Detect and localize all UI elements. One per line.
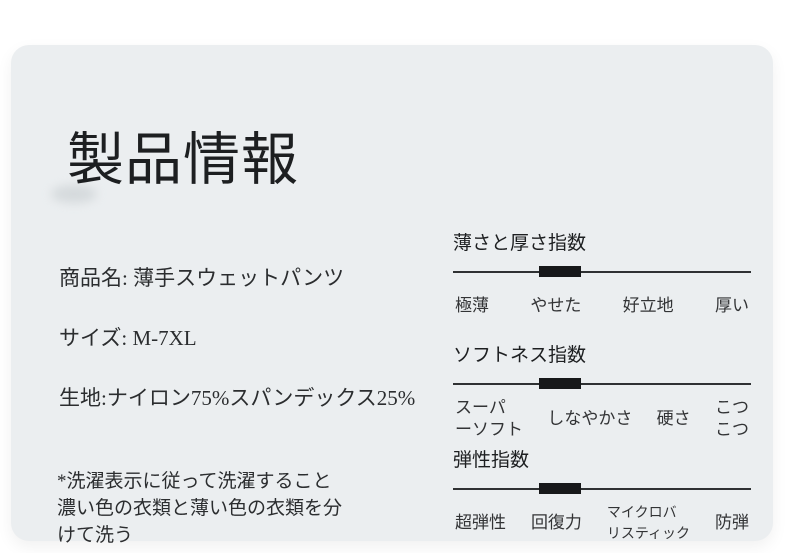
scale-label: スーパ ーソフト <box>455 397 523 439</box>
title-shadow-smudge <box>51 185 97 203</box>
scale-title: 薄さと厚さ指数 <box>453 233 587 254</box>
scale-group-thickness: 薄さと厚さ指数 極薄 やせた 好立地 厚い <box>453 233 751 329</box>
scale-label: 回復力 <box>530 513 582 533</box>
scale-marker-icon <box>539 483 582 494</box>
scale-title: 弾性指数 <box>453 450 530 471</box>
scale-labels: 極薄 やせた 好立地 厚い <box>453 285 751 329</box>
scale-labels: 超弾性 回復力 マイクロバ リスティック 防弾 <box>453 502 751 546</box>
scale-line <box>453 266 751 277</box>
scale-group-softness: ソフトネス指数 スーパ ーソフト しなやかさ 硬さ こつ こつ <box>453 345 751 441</box>
product-name: 商品名: 薄手スウェットパンツ <box>59 266 345 290</box>
scale-label: しなやかさ <box>547 408 633 428</box>
scale-label: マイクロバ リスティック <box>606 505 691 542</box>
page-title: 製品情報 <box>67 129 299 192</box>
scale-label: 防弾 <box>714 513 749 533</box>
scale-label: 極薄 <box>455 296 489 316</box>
scale-marker-icon <box>539 266 582 277</box>
scale-line <box>453 378 751 389</box>
scale-label: 厚い <box>714 296 749 316</box>
product-fabric: 生地:ナイロン75%スパンデックス25% <box>59 386 416 410</box>
scale-label: 硬さ <box>656 408 691 428</box>
product-info-card: 製品情報 商品名: 薄手スウェットパンツ サイズ: M-7XL 生地:ナイロン7… <box>11 45 773 546</box>
scale-labels: スーパ ーソフト しなやかさ 硬さ こつ こつ <box>453 397 751 441</box>
scale-label: やせた <box>530 296 582 316</box>
scale-marker-icon <box>539 378 582 389</box>
scale-line <box>453 483 751 494</box>
washing-note: *洗濯表示に従って洗濯すること 濃い色の衣類と薄い色の衣類を分 けて洗う <box>57 471 343 546</box>
scale-label: こつ こつ <box>714 397 749 439</box>
scale-title: ソフトネス指数 <box>453 345 587 366</box>
product-size: サイズ: M-7XL <box>59 326 197 350</box>
scale-label: 好立地 <box>622 296 674 316</box>
scale-group-elasticity: 弾性指数 超弾性 回復力 マイクロバ リスティック 防弾 <box>453 450 751 546</box>
scale-label: 超弾性 <box>455 513 506 533</box>
